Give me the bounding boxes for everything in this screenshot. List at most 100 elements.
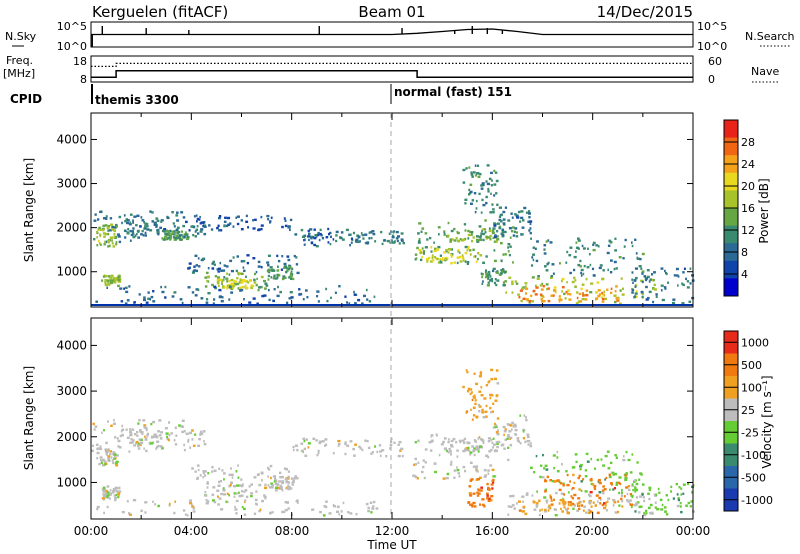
heatmap-cell <box>515 425 517 428</box>
heatmap-cell <box>256 302 259 305</box>
heatmap-cell <box>278 274 281 277</box>
heatmap-cell <box>117 284 120 288</box>
heatmap-cell <box>145 225 149 228</box>
heatmap-cell <box>514 428 518 432</box>
heatmap-cell <box>607 244 611 247</box>
heatmap-cell <box>482 261 485 264</box>
heatmap-cell <box>207 275 210 278</box>
heatmap-cell <box>470 233 473 236</box>
heatmap-cell <box>364 233 368 236</box>
heatmap-cell <box>547 239 550 242</box>
heatmap-cell <box>643 499 646 503</box>
heatmap-cell <box>151 211 154 214</box>
heatmap-cell <box>281 489 284 492</box>
heatmap-cell <box>163 236 166 239</box>
heatmap-cell <box>287 267 291 271</box>
heatmap-cell <box>474 402 477 406</box>
heatmap-cell <box>274 482 278 486</box>
heatmap-cell <box>336 510 340 513</box>
heatmap-cell <box>599 264 603 267</box>
heatmap-cell <box>96 244 99 247</box>
heatmap-cell <box>187 438 190 442</box>
velocity-panel-frame <box>90 317 694 520</box>
heatmap-cell <box>549 241 553 244</box>
heatmap-cell <box>598 496 602 500</box>
heatmap-cell <box>596 458 599 462</box>
heatmap-cell <box>631 241 633 244</box>
heatmap-cell <box>216 280 220 283</box>
heatmap-cell <box>503 271 506 274</box>
heatmap-cell <box>158 434 162 437</box>
heatmap-cell <box>286 480 290 484</box>
heatmap-cell <box>103 460 107 463</box>
heatmap-cell <box>96 451 100 455</box>
heatmap-cell <box>518 509 522 512</box>
heatmap-cell <box>157 444 160 448</box>
heatmap-cell <box>235 512 238 515</box>
heatmap-cell <box>149 442 151 445</box>
heatmap-cell <box>471 175 474 178</box>
heatmap-cell <box>281 475 284 479</box>
heatmap-cell <box>414 475 418 479</box>
heatmap-cell <box>568 491 570 494</box>
heatmap-cell <box>536 501 539 505</box>
heatmap-cell <box>597 294 601 298</box>
heatmap-cell <box>480 234 482 238</box>
heatmap-cell <box>630 503 634 506</box>
heatmap-cell <box>126 231 129 234</box>
heatmap-cell <box>117 275 121 278</box>
heatmap-cell <box>418 240 421 243</box>
heatmap-cell <box>158 419 162 422</box>
heatmap-cell <box>261 294 265 298</box>
heatmap-cell <box>253 476 257 479</box>
heatmap-cell <box>485 415 488 418</box>
heatmap-cell <box>480 187 484 190</box>
heatmap-cell <box>287 475 290 479</box>
heatmap-cell <box>553 289 557 292</box>
heatmap-cell <box>661 503 664 507</box>
heatmap-cell <box>264 483 267 486</box>
heatmap-cell <box>145 222 149 226</box>
heatmap-cell <box>176 211 179 214</box>
heatmap-cell <box>518 500 521 503</box>
heatmap-cell <box>496 279 500 282</box>
heatmap-cell <box>588 501 592 504</box>
heatmap-cell <box>473 453 476 457</box>
heatmap-cell <box>622 458 626 462</box>
heatmap-cell <box>544 488 547 491</box>
heatmap-cell <box>329 242 332 246</box>
heatmap-cell <box>103 235 106 238</box>
heatmap-cell <box>192 233 195 237</box>
heatmap-cell <box>527 220 531 223</box>
heatmap-cell <box>379 450 382 453</box>
heatmap-cell <box>143 424 147 427</box>
heatmap-cell <box>560 507 562 511</box>
noise-trace <box>91 28 693 36</box>
heatmap-cell <box>423 252 425 255</box>
heatmap-cell <box>445 248 448 252</box>
heatmap-cell <box>495 441 498 444</box>
heatmap-cell <box>626 499 629 502</box>
heatmap-cell <box>615 285 618 288</box>
heatmap-cell <box>451 248 453 251</box>
heatmap-cell <box>420 251 423 254</box>
heatmap-cell <box>475 478 478 481</box>
heatmap-cell <box>471 199 475 202</box>
heatmap-cell <box>663 506 667 509</box>
heatmap-cell <box>609 461 613 465</box>
heatmap-cell <box>467 229 470 233</box>
heatmap-cell <box>499 272 503 275</box>
heatmap-cell <box>144 427 148 430</box>
heatmap-cell <box>229 483 232 487</box>
heatmap-cell <box>263 494 266 497</box>
heatmap-cell <box>125 218 128 221</box>
heatmap-cell <box>431 439 434 442</box>
heatmap-cell <box>99 447 103 451</box>
heatmap-cell <box>165 236 168 239</box>
heatmap-cell <box>608 473 612 476</box>
heatmap-cell <box>620 494 624 497</box>
heatmap-cell <box>316 233 320 237</box>
heatmap-cell <box>652 278 655 282</box>
heatmap-cell <box>359 447 362 450</box>
heatmap-cell <box>601 300 605 303</box>
